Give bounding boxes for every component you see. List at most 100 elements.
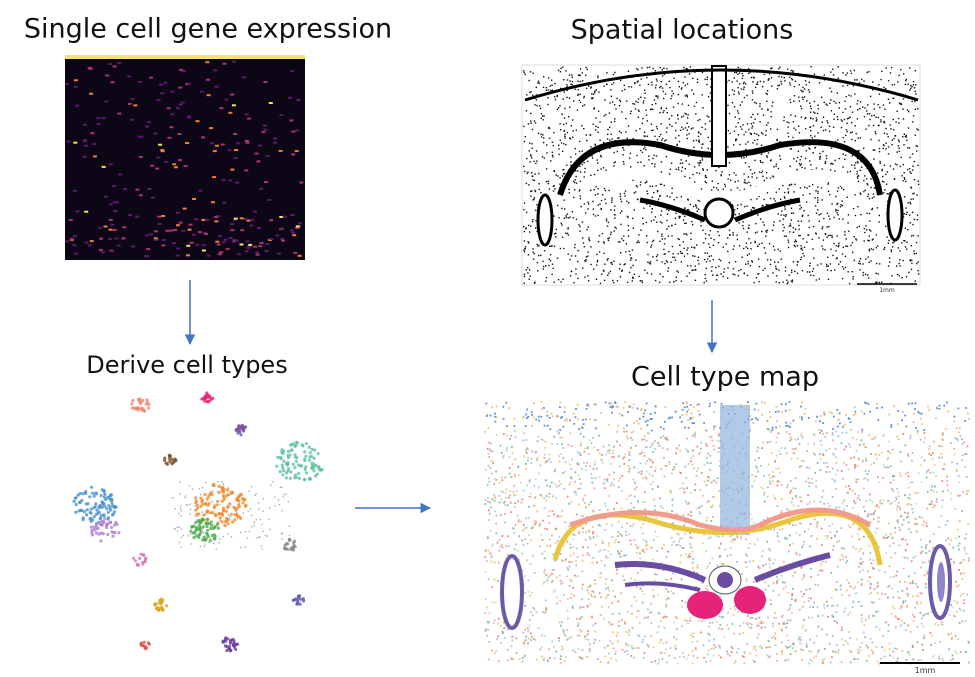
stipple xyxy=(865,258,867,260)
heat-cell xyxy=(282,215,287,218)
stipple xyxy=(632,179,634,181)
cell-dot xyxy=(930,500,933,503)
stipple xyxy=(859,169,861,171)
stipple xyxy=(756,138,759,141)
cell-dot xyxy=(487,622,490,625)
stipple xyxy=(623,264,625,266)
cell-dot xyxy=(776,580,778,583)
stipple xyxy=(793,158,795,160)
cell-type-map-image xyxy=(483,400,970,665)
stipple xyxy=(534,189,536,192)
stipple xyxy=(791,271,793,273)
cell-dot xyxy=(644,635,646,638)
stipple xyxy=(538,82,540,85)
cell-dot xyxy=(726,653,729,656)
cell-dot xyxy=(899,529,901,531)
cell-dot xyxy=(930,454,933,457)
cell-dot xyxy=(836,604,839,607)
stipple xyxy=(662,276,664,278)
stipple xyxy=(874,149,876,151)
stipple xyxy=(552,185,555,187)
heat-cell xyxy=(223,238,228,241)
stipple xyxy=(890,66,893,69)
stipple xyxy=(878,147,881,150)
stipple xyxy=(702,143,704,145)
stipple xyxy=(898,102,901,104)
stipple xyxy=(661,233,663,235)
heat-cell xyxy=(101,117,106,120)
cell-dot xyxy=(746,642,748,645)
heat-cell xyxy=(87,66,92,69)
stipple xyxy=(669,123,671,126)
cell-dot xyxy=(523,641,526,644)
stipple xyxy=(548,264,550,267)
cell-dot xyxy=(578,453,581,456)
stipple xyxy=(778,269,780,271)
stipple xyxy=(824,233,827,236)
stipple xyxy=(878,281,880,284)
stipple xyxy=(860,193,862,195)
cell-dot xyxy=(522,439,525,442)
stipple xyxy=(635,185,638,187)
stipple xyxy=(643,165,645,167)
cell-dot xyxy=(524,425,527,427)
stipple xyxy=(612,279,614,282)
cell-dot xyxy=(607,542,610,545)
cell-dot xyxy=(548,496,551,498)
stipple xyxy=(672,256,674,258)
stipple xyxy=(765,235,767,237)
stipple xyxy=(563,123,565,126)
cell-dot xyxy=(933,463,936,466)
stipple xyxy=(562,98,564,100)
cell-dot xyxy=(651,444,653,447)
cell-dot xyxy=(755,402,758,405)
cell-dot xyxy=(961,443,964,445)
stipple xyxy=(815,212,818,214)
cell-dot xyxy=(491,543,494,546)
stipple xyxy=(551,263,554,265)
stipple xyxy=(823,217,825,220)
stipple xyxy=(851,122,853,124)
heat-cell xyxy=(241,76,246,79)
cell-dot xyxy=(965,493,968,495)
stipple xyxy=(792,70,794,72)
cell-dot xyxy=(487,477,490,480)
cell-dot xyxy=(701,620,703,623)
cell-dot xyxy=(713,644,715,646)
stipple xyxy=(558,153,560,156)
cell-dot xyxy=(832,650,834,653)
stipple xyxy=(686,117,689,119)
cell-dot xyxy=(916,432,919,434)
stipple xyxy=(626,200,628,203)
cell-dot xyxy=(661,507,664,510)
cell-dot xyxy=(827,535,829,537)
stipple xyxy=(597,169,599,172)
cell-dot xyxy=(489,414,492,417)
cell-dot xyxy=(547,493,550,495)
stipple xyxy=(594,194,597,196)
stipple xyxy=(813,111,815,113)
stipple xyxy=(660,85,662,88)
stipple xyxy=(710,86,712,88)
stipple xyxy=(892,118,894,121)
cell-dot xyxy=(818,429,821,431)
cell-dot xyxy=(860,561,862,564)
cell-dot xyxy=(807,600,810,603)
stipple xyxy=(863,240,865,242)
stipple xyxy=(851,271,853,273)
cell-dot xyxy=(769,549,771,552)
cell-dot xyxy=(867,570,869,573)
cell-dot xyxy=(932,452,934,454)
cell-dot xyxy=(527,590,530,593)
stipple xyxy=(789,84,792,86)
cell-dot xyxy=(911,481,914,484)
heat-cell xyxy=(73,141,78,144)
stipple xyxy=(672,92,674,95)
stipple xyxy=(568,188,570,191)
cell-dot xyxy=(696,564,699,567)
cell-dot xyxy=(753,479,755,482)
cell-dot xyxy=(740,535,743,538)
stipple xyxy=(915,84,917,86)
stipple xyxy=(639,184,642,186)
stipple xyxy=(646,190,648,192)
